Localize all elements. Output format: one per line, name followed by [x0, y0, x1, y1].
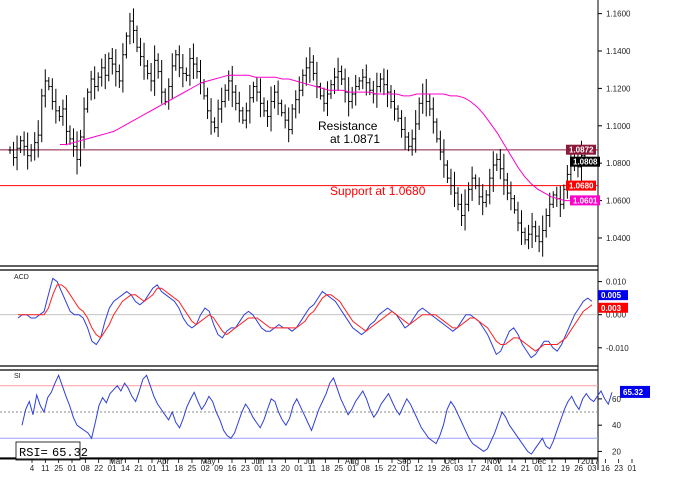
x-axis-day-label: 01 — [68, 464, 77, 473]
price-tag-bg — [566, 144, 596, 155]
price-axis-tick-label: 1.0400 — [606, 234, 631, 243]
rsi-axis-tick-label: 60 — [612, 395, 621, 404]
resistance-label-line1: Resistance — [318, 119, 378, 133]
x-axis-day-label: 12 — [548, 464, 557, 473]
x-axis-day-label: 01 — [534, 464, 543, 473]
x-axis-day-label: 19 — [561, 464, 570, 473]
x-axis-month-label: Aug — [345, 457, 359, 466]
macd-axis-tick-label: 0.010 — [606, 278, 627, 287]
signal-line — [18, 284, 593, 352]
x-axis-day-label: 12 — [414, 464, 423, 473]
x-axis-day-label: 11 — [308, 464, 317, 473]
x-axis-day-label: 25 — [54, 464, 63, 473]
x-axis-day-label: 19 — [428, 464, 437, 473]
x-axis-day-label: 25 — [334, 464, 343, 473]
price-axis-tick-label: 1.0600 — [606, 197, 631, 206]
rsi-readout-label: RSI= — [19, 446, 48, 460]
macd-value-tag-bg — [598, 290, 628, 301]
x-axis-day-label: 11 — [41, 464, 50, 473]
x-axis-day-label: 01 — [628, 464, 637, 473]
x-axis-day-label: 20 — [281, 464, 290, 473]
x-axis-day-label: 01 — [348, 464, 357, 473]
moving-average-line — [60, 74, 586, 202]
price-tag-label: 1.0872 — [569, 146, 594, 155]
x-axis-day-label: 15 — [374, 464, 383, 473]
resistance-label-line2: at 1.0871 — [330, 132, 380, 146]
x-axis-day-label: 14 — [508, 464, 517, 473]
price-tag-label: 1.0601 — [573, 196, 598, 205]
rsi-value-tag-label: 65.32 — [623, 388, 644, 397]
x-axis-day-label: 01 — [108, 464, 117, 473]
x-axis-day-label: 01 — [494, 464, 503, 473]
rsi-line — [21, 373, 613, 455]
macd-panel-title: ACD — [14, 274, 29, 281]
x-axis-day-label: 11 — [161, 464, 170, 473]
x-axis-month-label: Nov — [487, 457, 501, 466]
x-axis-day-label: 22 — [388, 464, 397, 473]
x-axis-day-label: 24 — [481, 464, 490, 473]
x-axis-day-label: 08 — [361, 464, 370, 473]
macd-axis-tick-label: -0.010 — [606, 344, 629, 353]
x-axis-day-label: 26 — [441, 464, 450, 473]
price-tag-bg — [570, 195, 600, 206]
macd-value-tag-label: 0.003 — [601, 304, 622, 313]
x-axis-day-label: 14 — [121, 464, 130, 473]
rsi-axis-tick-label: 40 — [612, 421, 621, 430]
macd-value-tag-bg — [598, 302, 628, 313]
x-axis-day-label: 01 — [294, 464, 303, 473]
x-axis-month-label: Jul — [304, 457, 314, 466]
x-axis-day-label: 09 — [214, 464, 223, 473]
x-axis-day-label: 22 — [94, 464, 103, 473]
macd-axis-tick-label: 0.000 — [606, 311, 627, 320]
rsi-readout-value: 65.32 — [52, 446, 88, 460]
x-axis-day-label: 01 — [254, 464, 263, 473]
rsi-value-tag-bg — [620, 385, 650, 398]
x-axis-day-label: 02 — [201, 464, 210, 473]
x-axis-day-label: 21 — [521, 464, 530, 473]
x-axis-day-label: 23 — [614, 464, 623, 473]
x-axis-month-label: Oct — [444, 457, 457, 466]
x-axis-day-label: 16 — [228, 464, 237, 473]
x-axis-month-label: Jun — [252, 457, 265, 466]
price-axis-tick-label: 1.1000 — [606, 122, 631, 131]
x-axis-day-label: 25 — [188, 464, 197, 473]
x-axis-day-label: 08 — [81, 464, 90, 473]
x-axis-day-label: 26 — [574, 464, 583, 473]
macd-value-tag-label: 0.005 — [601, 291, 622, 300]
price-tag-label: 1.0808 — [573, 158, 598, 167]
support-label: Support at 1.0680 — [330, 184, 426, 198]
rsi-readout-box — [15, 441, 81, 461]
x-axis-month-label: May — [200, 457, 215, 466]
rsi-axis-tick-label: 20 — [612, 447, 621, 456]
x-axis-day-label: 03 — [454, 464, 463, 473]
price-axis-tick-label: 1.0800 — [606, 159, 631, 168]
rsi-panel-title: SI — [14, 373, 21, 380]
x-axis-month-label: Apr — [157, 457, 170, 466]
x-axis-day-label: 23 — [241, 464, 250, 473]
x-axis-day-label: 01 — [148, 464, 157, 473]
price-tag-bg — [570, 156, 600, 167]
price-axis-tick-label: 1.1400 — [606, 47, 631, 56]
x-axis-day-label: 13 — [268, 464, 277, 473]
x-axis-day-label: 18 — [321, 464, 330, 473]
x-axis-day-label: 03 — [588, 464, 597, 473]
macd-line — [17, 277, 593, 359]
price-tag-bg — [566, 180, 596, 191]
x-axis-day-label: 4 — [30, 464, 35, 473]
x-axis-month-label: 2017 — [581, 457, 599, 466]
price-tag-label: 1.0680 — [569, 182, 594, 191]
price-axis-tick-label: 1.1200 — [606, 84, 631, 93]
x-axis-day-label: 18 — [174, 464, 183, 473]
x-axis-day-label: 17 — [468, 464, 477, 473]
x-axis-month-label: Dec — [532, 457, 546, 466]
x-axis-day-label: 01 — [401, 464, 410, 473]
x-axis-month-label-partial: Mar — [109, 457, 123, 466]
x-axis-day-label: 16 — [601, 464, 610, 473]
x-axis-day-label: 21 — [134, 464, 143, 473]
price-bars-group — [8, 8, 587, 257]
price-axis-tick-label: 1.1600 — [606, 10, 631, 19]
x-axis-month-label: Sep — [397, 457, 412, 466]
